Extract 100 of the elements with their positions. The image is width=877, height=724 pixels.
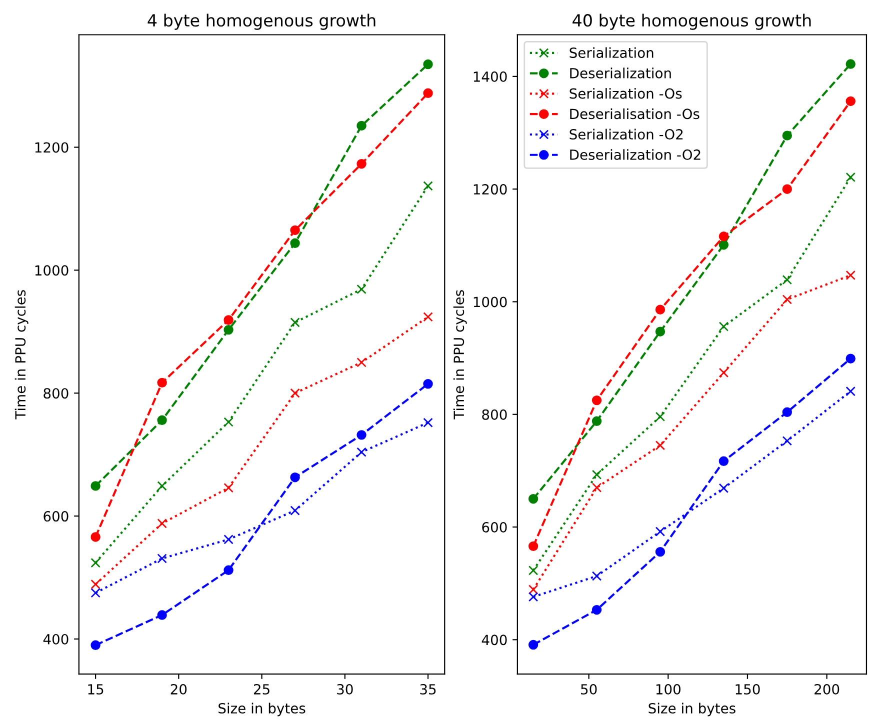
point [290, 318, 300, 328]
legend-label: Serialization -Os [570, 88, 682, 99]
point [90, 558, 100, 568]
point [592, 482, 602, 492]
point [782, 436, 792, 446]
y-tick-label: 600 [482, 522, 507, 533]
point [846, 96, 856, 106]
x-tick-label: 100 [656, 684, 680, 695]
point [224, 417, 234, 427]
point [157, 481, 167, 491]
point [423, 88, 433, 98]
x-tick-label: 35 [420, 684, 436, 695]
y-tick-label: 1400 [474, 71, 507, 82]
point [290, 388, 300, 398]
point [655, 440, 666, 450]
point [718, 456, 729, 466]
y-tick-label: 400 [482, 634, 507, 646]
point [157, 518, 167, 528]
x-tick-label: 15 [88, 684, 104, 695]
legend-label: Serialization -O2 [570, 128, 683, 140]
point [718, 322, 729, 332]
point [846, 59, 856, 69]
point [224, 565, 234, 576]
point [290, 472, 300, 482]
point [846, 270, 856, 280]
point [846, 354, 856, 364]
point [290, 506, 300, 516]
x-axis-title: Size in bytes [218, 702, 306, 716]
y-tick-label: 800 [44, 388, 68, 399]
point [157, 415, 167, 426]
point [718, 240, 729, 250]
point [782, 274, 792, 285]
y-axis-title: Time in PPU cycles [453, 290, 467, 420]
point [592, 604, 602, 615]
point [592, 416, 602, 426]
point [356, 284, 366, 294]
point [782, 130, 792, 140]
point [655, 546, 666, 557]
point [423, 312, 433, 322]
x-tick-label: 200 [814, 684, 840, 695]
point [157, 554, 167, 564]
point [528, 494, 538, 504]
point [655, 326, 666, 336]
point [782, 294, 792, 304]
point [90, 532, 100, 542]
point [90, 579, 100, 590]
y-tick-label: 1200 [35, 142, 68, 153]
point [528, 541, 538, 552]
x-axis-title: Size in bytes [648, 702, 736, 716]
point [782, 407, 792, 417]
point [528, 592, 538, 602]
point [782, 184, 792, 194]
point [423, 418, 433, 428]
point [528, 566, 538, 576]
point [224, 315, 234, 325]
y-tick-label: 400 [43, 634, 68, 644]
point [423, 59, 433, 70]
chart-title: 4 byte homogenous growth [148, 14, 376, 30]
point [718, 368, 729, 378]
y-axis-title: Time in PPU cycles [14, 290, 28, 420]
chart-title: 40 byte homogenous growth [572, 14, 811, 30]
y-tick-label: 1000 [474, 296, 507, 308]
point [356, 158, 366, 169]
point [655, 526, 666, 536]
point [90, 588, 100, 598]
x-tick-label: 150 [736, 684, 760, 695]
x-tick-label: 20 [170, 684, 187, 695]
x-tick-label: 50 [581, 684, 597, 695]
point [655, 412, 666, 422]
point [90, 640, 100, 650]
legend-label: Deserialization -O2 [570, 149, 700, 160]
legend-label: Serialization [570, 47, 654, 58]
point [224, 482, 234, 493]
point [718, 232, 729, 242]
point [528, 640, 538, 650]
point [846, 172, 856, 182]
point [157, 378, 167, 388]
point [423, 379, 433, 389]
point [356, 120, 366, 131]
point [290, 238, 300, 248]
point [423, 181, 433, 191]
point [846, 386, 856, 396]
point [718, 483, 729, 494]
x-tick-label: 30 [337, 684, 353, 695]
point [90, 481, 100, 491]
point [592, 395, 602, 406]
y-tick-label: 1000 [35, 265, 68, 276]
point [528, 584, 538, 594]
point [356, 358, 366, 368]
y-tick-label: 800 [482, 409, 507, 420]
point [592, 571, 602, 581]
point [224, 324, 234, 335]
point [356, 430, 366, 440]
point [290, 225, 300, 236]
point [157, 610, 167, 620]
x-tick-label: 25 [254, 684, 270, 695]
point [592, 470, 602, 480]
legend-label: Deserialization [570, 68, 671, 78]
point [224, 534, 234, 544]
point [655, 304, 666, 314]
